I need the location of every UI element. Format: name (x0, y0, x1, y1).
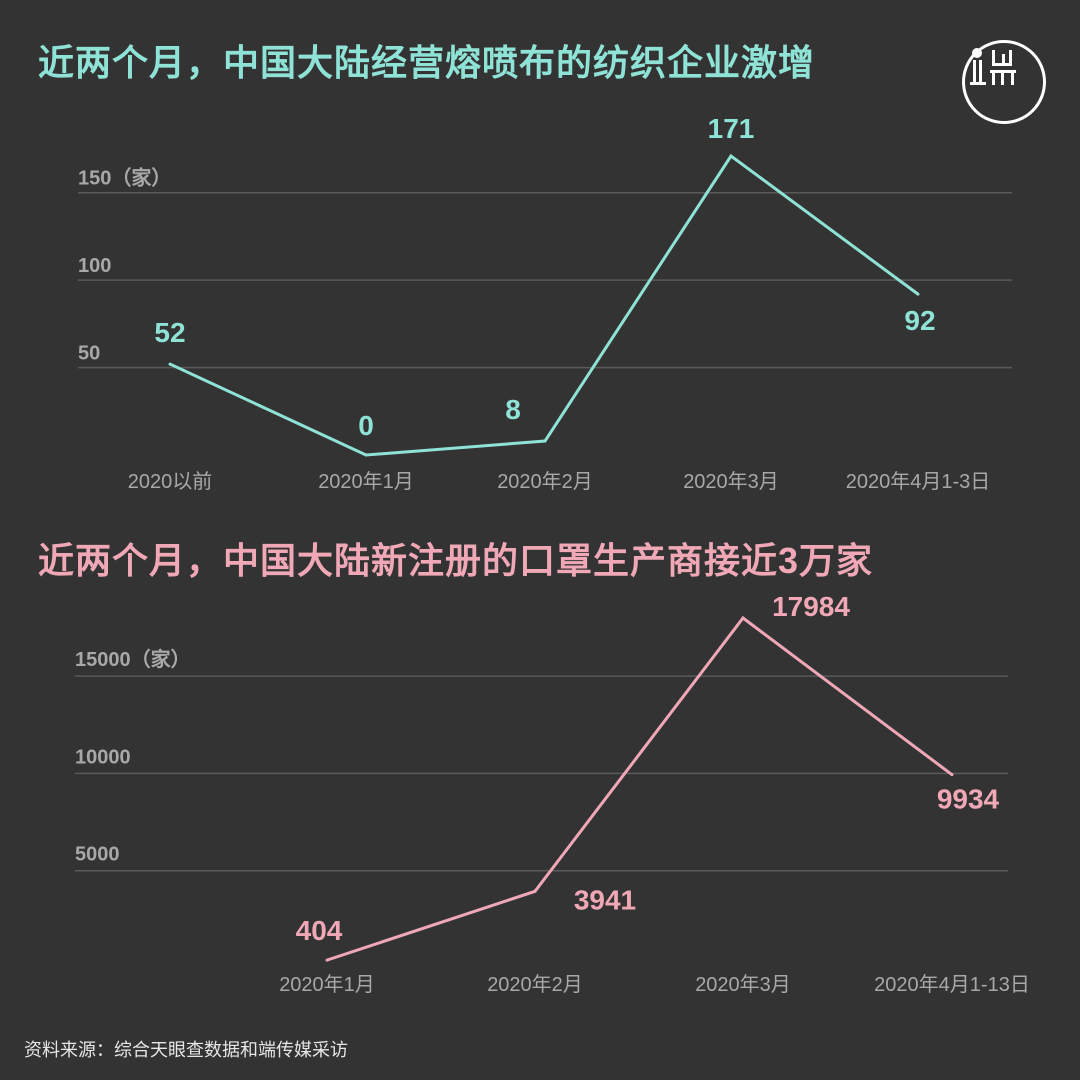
data-label: 0 (358, 410, 374, 441)
y-tick-label: 5000 (75, 844, 120, 866)
chart-2: 5000 10000 15000（家） 404 3941 17984 9934 2020年1月… (75, 591, 1030, 996)
y-tick-label: 150（家） (78, 166, 171, 190)
data-label: 9934 (937, 784, 1000, 815)
data-point (729, 154, 733, 158)
x-category-label: 2020年2月 (497, 470, 593, 493)
data-point (741, 616, 745, 620)
y-tick-label: 50 (78, 343, 100, 365)
data-point (533, 889, 537, 893)
initium-logo-icon (962, 40, 1046, 124)
x-category-label: 2020年3月 (695, 973, 791, 996)
data-label: 3941 (574, 884, 636, 915)
data-point (325, 958, 329, 962)
x-category-label: 2020年3月 (683, 470, 779, 493)
y-tick-label: 15000（家） (75, 647, 191, 671)
x-category-label: 2020年4月1-3日 (846, 470, 991, 493)
chart-1-title: 近两个月，中国大陆经营熔喷布的纺织企业激增 (38, 42, 816, 83)
data-point (950, 773, 954, 777)
data-point (543, 439, 547, 443)
data-point (916, 292, 920, 296)
data-label: 52 (154, 317, 185, 348)
x-category-label: 2020年1月 (318, 470, 414, 493)
data-point (168, 362, 172, 366)
chart-1: 50 100 150（家） 52 0 8 171 92 2020以前 2020年1月 2020年2月… (78, 113, 1012, 493)
data-label: 404 (296, 915, 343, 946)
x-category-label: 2020年4月1-13日 (874, 973, 1030, 996)
x-category-label: 2020年2月 (487, 973, 583, 996)
y-tick-label: 100 (78, 255, 111, 277)
data-label: 8 (505, 394, 521, 425)
series-line (326, 615, 953, 962)
y-tick-label: 10000 (75, 746, 131, 768)
x-category-label: 2020年1月 (279, 973, 375, 996)
data-point (364, 453, 368, 457)
data-label: 17984 (772, 591, 850, 622)
series-line (169, 153, 919, 457)
x-category-label: 2020以前 (128, 470, 213, 493)
source-note: 资料来源：综合天眼查数据和端传媒采访 (24, 1040, 348, 1060)
chart-2-title: 近两个月，中国大陆新注册的口罩生产商接近3万家 (38, 540, 874, 581)
data-label: 171 (708, 113, 755, 144)
data-label: 92 (904, 305, 935, 336)
